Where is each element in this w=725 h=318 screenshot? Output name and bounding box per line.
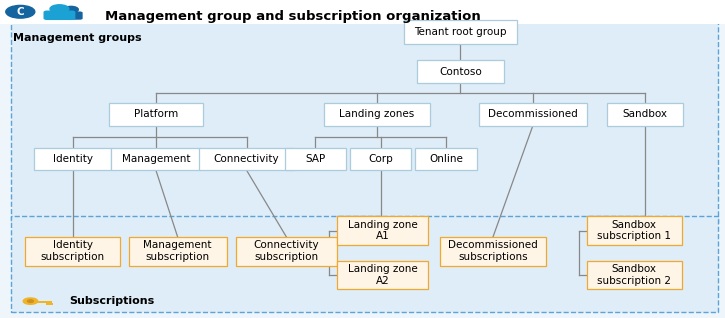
FancyBboxPatch shape	[478, 103, 587, 126]
FancyBboxPatch shape	[337, 216, 428, 245]
FancyBboxPatch shape	[415, 148, 477, 170]
FancyBboxPatch shape	[405, 20, 516, 44]
FancyBboxPatch shape	[58, 11, 83, 20]
FancyBboxPatch shape	[587, 216, 681, 245]
Text: Corp: Corp	[368, 154, 393, 164]
FancyBboxPatch shape	[36, 301, 52, 303]
FancyBboxPatch shape	[441, 237, 545, 266]
Text: Sandbox: Sandbox	[623, 109, 668, 120]
FancyBboxPatch shape	[417, 60, 504, 83]
Text: Connectivity: Connectivity	[214, 154, 279, 164]
FancyBboxPatch shape	[337, 261, 428, 289]
Text: Sandbox
subscription 2: Sandbox subscription 2	[597, 264, 671, 286]
FancyBboxPatch shape	[49, 303, 53, 305]
Text: Platform: Platform	[133, 109, 178, 120]
Circle shape	[6, 5, 35, 18]
Text: Identity: Identity	[52, 154, 93, 164]
Circle shape	[23, 298, 38, 304]
Text: Sandbox
subscription 1: Sandbox subscription 1	[597, 220, 671, 241]
FancyBboxPatch shape	[129, 237, 226, 266]
FancyBboxPatch shape	[46, 303, 49, 305]
Text: C: C	[17, 7, 24, 17]
Text: Connectivity
subscription: Connectivity subscription	[254, 240, 319, 262]
Text: Identity
subscription: Identity subscription	[41, 240, 104, 262]
Text: Landing zones: Landing zones	[339, 109, 415, 120]
Circle shape	[64, 6, 78, 13]
Circle shape	[28, 300, 33, 302]
Text: Tenant root group: Tenant root group	[414, 27, 507, 37]
FancyBboxPatch shape	[110, 148, 201, 170]
FancyBboxPatch shape	[35, 148, 110, 170]
Text: Decommissioned
subscriptions: Decommissioned subscriptions	[448, 240, 538, 262]
FancyBboxPatch shape	[44, 10, 75, 20]
FancyBboxPatch shape	[607, 103, 683, 126]
Text: Management
subscription: Management subscription	[144, 240, 212, 262]
FancyBboxPatch shape	[11, 10, 718, 223]
FancyBboxPatch shape	[236, 237, 337, 266]
FancyBboxPatch shape	[25, 237, 120, 266]
FancyBboxPatch shape	[11, 216, 718, 312]
Text: Management group and subscription organization: Management group and subscription organi…	[105, 10, 481, 23]
Text: Online: Online	[429, 154, 463, 164]
FancyBboxPatch shape	[109, 103, 203, 126]
FancyBboxPatch shape	[199, 148, 294, 170]
Text: Management groups: Management groups	[13, 33, 141, 43]
Text: Landing zone
A2: Landing zone A2	[348, 264, 418, 286]
FancyBboxPatch shape	[324, 103, 429, 126]
Text: Subscriptions: Subscriptions	[69, 295, 154, 306]
Text: Management: Management	[122, 154, 190, 164]
FancyBboxPatch shape	[350, 148, 412, 170]
Text: Contoso: Contoso	[439, 66, 481, 77]
Text: SAP: SAP	[305, 154, 326, 164]
FancyBboxPatch shape	[284, 148, 347, 170]
Text: Decommissioned: Decommissioned	[488, 109, 578, 120]
Circle shape	[50, 5, 69, 13]
Text: Landing zone
A1: Landing zone A1	[348, 220, 418, 241]
FancyBboxPatch shape	[0, 0, 725, 24]
FancyBboxPatch shape	[587, 261, 681, 289]
